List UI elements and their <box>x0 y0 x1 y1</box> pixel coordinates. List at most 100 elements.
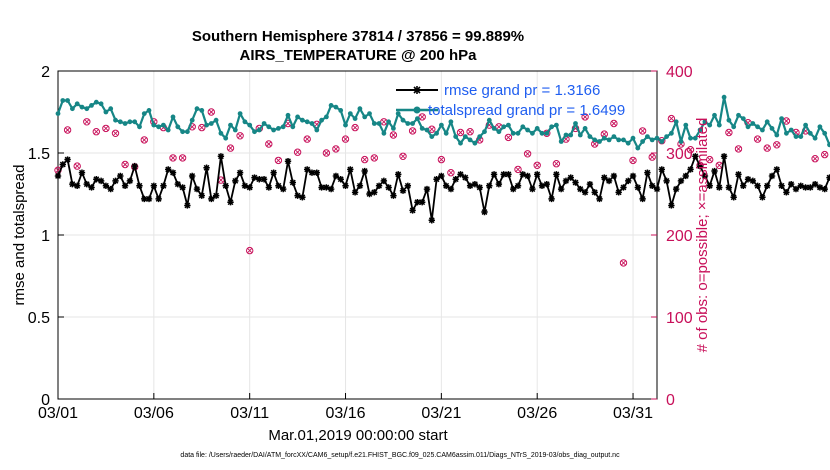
totalspread-point <box>252 129 257 135</box>
totalspread-point <box>65 98 70 103</box>
rmse-point <box>519 171 527 178</box>
totalspread-point <box>702 119 708 125</box>
obs-point <box>236 132 244 140</box>
totalspread-point <box>788 127 794 133</box>
rmse-point <box>548 195 555 203</box>
rmse-point <box>184 202 191 209</box>
totalspread-point <box>827 142 830 148</box>
totalspread-point <box>314 127 320 133</box>
totalspread-point <box>477 134 483 140</box>
rmse-point <box>141 195 148 203</box>
totalspread-point <box>127 119 133 125</box>
obs-point <box>380 118 388 126</box>
rmse-point <box>232 177 239 185</box>
rmse-point <box>783 189 790 196</box>
rmse-point <box>730 194 737 201</box>
obs-point <box>322 149 331 157</box>
totalspread-point <box>218 130 224 136</box>
rmse-point <box>236 169 244 176</box>
totalspread-point <box>232 127 238 133</box>
totalspread-point <box>774 132 780 138</box>
rmse-point <box>361 167 368 175</box>
totalspread-point <box>822 130 828 136</box>
totalspread-point <box>669 130 674 136</box>
totalspread-point <box>300 117 305 123</box>
totalspread-point <box>242 119 248 125</box>
totalspread-point <box>458 140 463 146</box>
totalspread-point <box>534 125 540 131</box>
totalspread-point <box>616 137 622 143</box>
rmse-point <box>395 171 402 178</box>
totalspread-point <box>55 111 61 116</box>
legend-rmse-marker <box>413 86 421 94</box>
totalspread-point <box>755 124 760 130</box>
rmse-point <box>83 180 90 188</box>
rmse-point <box>117 172 124 180</box>
rmse-point <box>490 171 498 178</box>
rmse-point <box>97 177 105 185</box>
y-tick-label: 0.5 <box>28 310 50 327</box>
rmse-point <box>332 172 340 180</box>
totalspread-point <box>673 119 679 125</box>
obs-point <box>821 150 829 159</box>
obs-point <box>428 125 436 133</box>
totalspread-point <box>712 112 717 118</box>
rmse-point <box>366 190 373 198</box>
totalspread-point <box>280 124 286 130</box>
rmse-point <box>313 169 320 176</box>
rmse-point <box>677 177 685 185</box>
totalspread-point <box>151 122 157 128</box>
totalspread-point <box>510 130 516 136</box>
rmse-point <box>356 182 364 189</box>
rmse-point <box>107 185 114 193</box>
rmse-point <box>759 194 766 201</box>
x-tick-label: 03/21 <box>421 405 461 422</box>
series-layer <box>54 94 830 267</box>
totalspread-point <box>467 137 473 143</box>
obs-point <box>447 168 455 177</box>
obs-point <box>629 156 637 165</box>
rmse-point <box>462 174 469 181</box>
totalspread-point <box>745 124 751 130</box>
totalspread-point <box>803 122 808 128</box>
totalspread-point <box>400 117 406 123</box>
rmse-point <box>160 182 167 189</box>
totalspread-point <box>304 119 310 125</box>
totalspread-point <box>357 106 363 112</box>
totalspread-point <box>496 129 502 135</box>
totalspread-point <box>70 106 75 112</box>
totalspread-point <box>247 122 253 128</box>
rmse-point <box>136 182 143 189</box>
legend-spread-marker <box>413 106 421 114</box>
obs-point <box>169 154 177 162</box>
rmse-point <box>701 172 709 180</box>
totalspread-point <box>448 119 454 125</box>
totalspread-point <box>141 111 147 116</box>
totalspread-point <box>554 122 559 128</box>
obs-point <box>648 153 656 161</box>
rmse-point <box>73 182 81 189</box>
x-tick-label: 03/31 <box>613 405 653 422</box>
totalspread-point <box>740 116 746 121</box>
rmse-point <box>294 192 301 199</box>
obs-point <box>226 144 235 152</box>
totalspread-point <box>558 139 564 144</box>
obs-point <box>389 131 398 139</box>
rmse-point <box>241 182 249 189</box>
totalspread-point <box>199 108 205 113</box>
totalspread-point <box>108 106 114 112</box>
obs-point <box>351 123 359 132</box>
obs-point <box>638 127 647 135</box>
obs-point <box>332 145 340 153</box>
rmse-point <box>572 179 579 186</box>
rmse-point <box>64 156 71 163</box>
rmse-point <box>581 189 589 196</box>
obs-point <box>83 118 91 126</box>
totalspread-point <box>362 114 368 120</box>
rmse-point <box>102 182 110 189</box>
rmse-point <box>811 180 819 188</box>
obs-point <box>456 128 465 137</box>
rmse-point <box>126 177 134 185</box>
totalspread-point <box>544 130 550 136</box>
rmse-point <box>131 162 138 170</box>
